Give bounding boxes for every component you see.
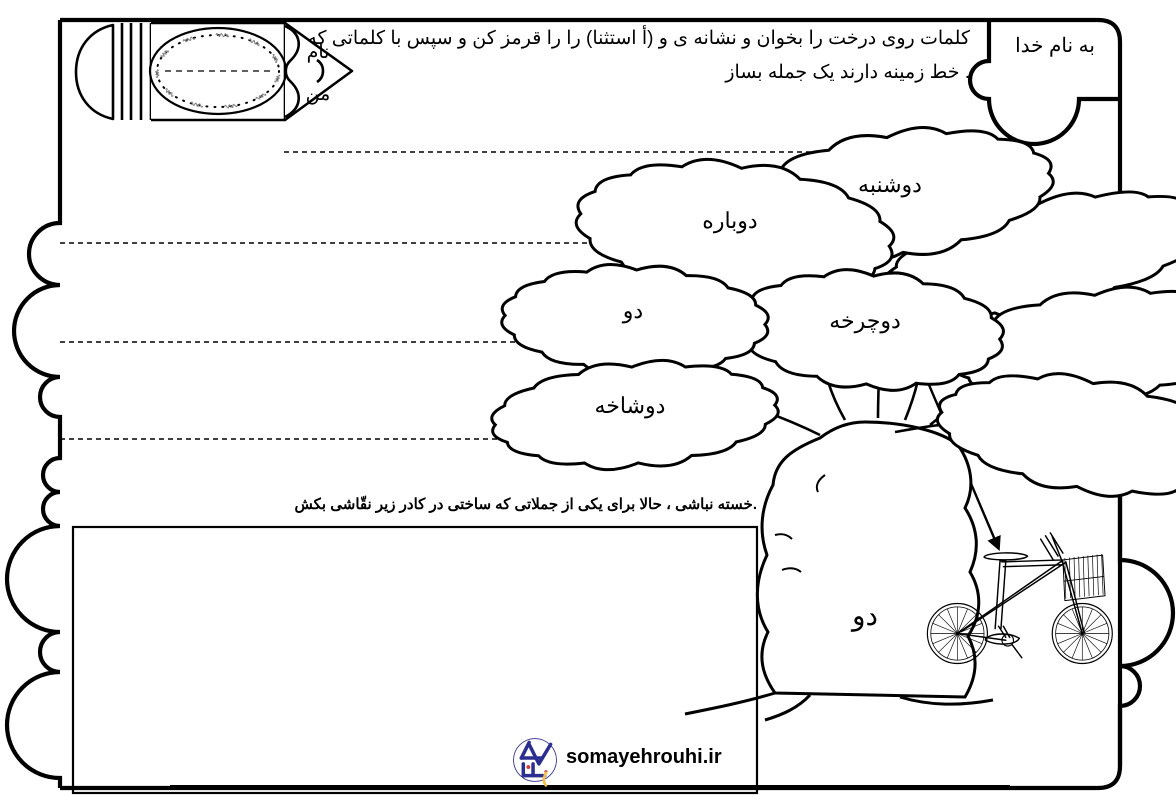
svg-text:دوچرخه: دوچرخه [829,308,901,334]
svg-text:کلمات روی درخت را بخوان و نشان: کلمات روی درخت را بخوان و نشانه ی و (أ ا… [307,24,971,49]
svg-text:somayehrouhi.ir: somayehrouhi.ir [566,746,722,768]
svg-text:دوشاخه: دوشاخه [595,393,666,419]
svg-text:من: من [306,84,331,105]
svg-text:نام: نام [307,42,330,63]
svg-text:به نام خدا: به نام خدا [1015,35,1095,57]
svg-text:دو: دو [850,600,878,632]
svg-text:دوباره: دوباره [702,208,757,234]
svg-text:دوشنبه: دوشنبه [858,172,922,198]
svg-text:خط زمینه دارند یک جمله بساز .: خط زمینه دارند یک جمله بساز . [724,62,970,83]
svg-text:خسته نباشی ، حالا برای یکی از: خسته نباشی ، حالا برای یکی از جملاتی که … [295,495,758,513]
svg-text:دو: دو [622,298,643,324]
